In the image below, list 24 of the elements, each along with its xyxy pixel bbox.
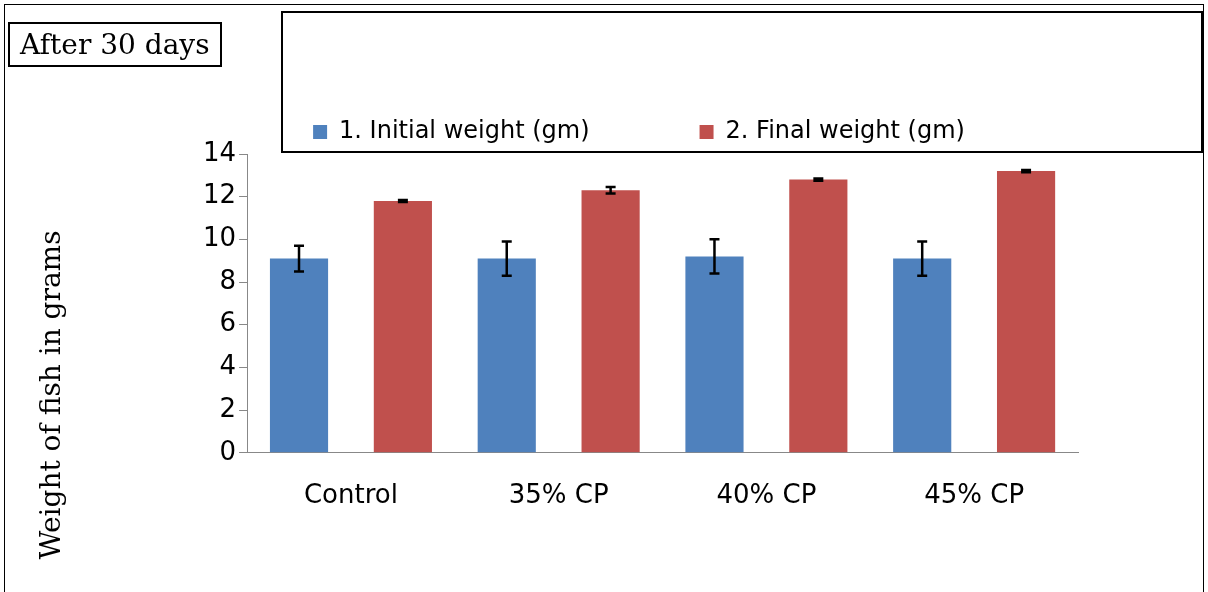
y-tick-label: 12 [202,179,237,210]
bar [893,258,952,453]
x-tick-label: Control [303,479,398,510]
y-tick-label: 14 [202,136,237,167]
x-tick-label: 40% CP [716,479,817,510]
y-tick-label: 2 [219,392,237,423]
bar [477,258,536,453]
bar [581,190,640,453]
text: After 30 days [8,22,222,67]
bar [996,171,1056,453]
y-tick-label: 6 [219,307,237,338]
y-axis-title: Weight of fish in grams [33,230,67,560]
bar [685,256,744,453]
x-tick-label: 45% CP [924,479,1025,510]
y-tick-label: 0 [219,435,237,466]
y-tick-label: 10 [202,222,237,253]
bar [373,200,432,453]
bar [789,179,848,453]
legend-label: 1. Initial weight (gm) [339,116,590,145]
legend-label: 2. Final weight (gm) [725,116,965,145]
y-tick-label: 8 [219,264,237,295]
bar [269,258,329,453]
x-tick-label: 35% CP [508,479,609,510]
y-tick-label: 4 [219,350,237,381]
